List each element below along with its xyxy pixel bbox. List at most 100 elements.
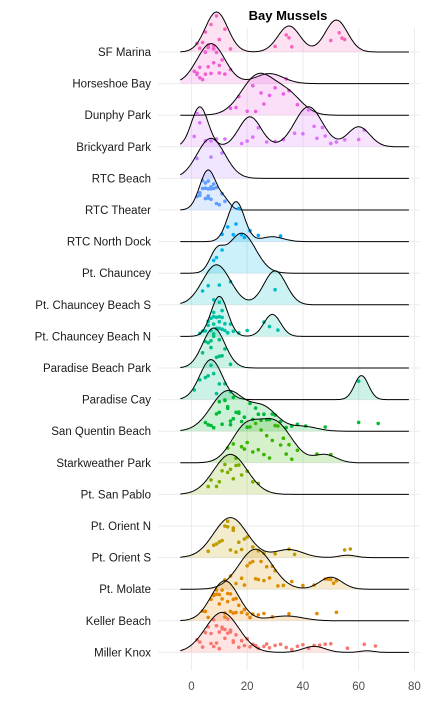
data-point	[251, 559, 255, 564]
data-point	[217, 203, 222, 207]
data-point	[334, 610, 339, 615]
data-point	[211, 543, 216, 547]
data-point	[209, 139, 213, 143]
data-point	[220, 422, 224, 427]
data-point	[223, 615, 227, 619]
data-point	[231, 232, 236, 237]
ridge-outline	[180, 296, 409, 337]
data-point	[211, 332, 216, 336]
data-point	[203, 420, 208, 425]
row-label: RTC Theater	[85, 205, 151, 217]
y-axis-labels: SF Marina Horseshoe Bay Dunphy Park Brickya…	[35, 47, 152, 659]
ridge-fill	[180, 73, 409, 116]
data-point	[206, 341, 210, 345]
data-point	[251, 480, 255, 484]
data-point	[206, 423, 210, 427]
data-point	[217, 300, 222, 305]
data-point	[301, 583, 305, 588]
ridge-outline	[180, 548, 409, 590]
row-label: San Quentin Beach	[51, 426, 151, 438]
data-point	[211, 322, 216, 326]
ridge-outline	[180, 327, 409, 369]
data-point	[211, 310, 216, 315]
data-point	[231, 477, 236, 481]
data-point	[214, 50, 219, 55]
data-point	[206, 323, 210, 328]
data-point	[242, 643, 247, 648]
ridge-outline	[180, 43, 409, 85]
ridge-fill	[180, 233, 409, 274]
data-point	[264, 140, 269, 144]
data-point	[203, 30, 208, 34]
ridge-fill	[180, 580, 409, 621]
data-point	[245, 425, 249, 430]
data-point	[287, 88, 291, 93]
ridge-5	[180, 169, 409, 211]
ridge-fill	[180, 201, 409, 242]
data-point	[315, 611, 319, 616]
data-point	[342, 37, 347, 42]
data-point	[239, 610, 244, 615]
data-point	[273, 287, 277, 292]
data-point	[259, 91, 263, 95]
data-point	[267, 93, 272, 98]
data-point	[220, 597, 224, 601]
ridge-outline	[180, 611, 409, 653]
data-point	[264, 433, 269, 438]
data-point	[270, 412, 275, 416]
data-point	[273, 643, 277, 648]
ridge-12	[180, 389, 409, 432]
data-point	[248, 615, 252, 620]
data-point	[234, 550, 238, 554]
data-point	[334, 140, 339, 144]
data-point	[281, 436, 286, 441]
ridge-fill	[180, 264, 409, 305]
data-point	[200, 186, 205, 191]
ridge-7	[180, 232, 409, 274]
row-label: Pt. Chauncey	[82, 268, 151, 280]
data-point	[256, 577, 261, 582]
data-point	[245, 139, 249, 143]
data-point	[220, 354, 224, 358]
data-point	[198, 76, 202, 80]
data-point	[214, 255, 219, 260]
data-point	[228, 47, 233, 51]
ridge-18	[180, 580, 409, 622]
ridge-fill	[180, 612, 409, 653]
data-point	[217, 592, 222, 597]
data-point	[242, 415, 247, 420]
data-point	[211, 371, 216, 376]
data-point	[273, 86, 277, 90]
data-point	[211, 186, 216, 191]
data-point	[200, 77, 205, 82]
row-label: Pt. Orient N	[91, 521, 151, 533]
data-point	[242, 447, 247, 451]
data-point	[256, 233, 261, 238]
data-point	[264, 642, 269, 646]
data-point	[203, 50, 208, 54]
ridge-outline	[180, 72, 409, 116]
ridge-fill	[180, 169, 409, 210]
data-point	[228, 422, 233, 427]
data-point	[206, 65, 210, 69]
data-point	[228, 548, 233, 552]
ridge-fill	[180, 359, 409, 400]
data-point	[206, 45, 210, 50]
data-point	[356, 379, 361, 384]
ridge-outline	[180, 389, 409, 432]
data-point	[231, 442, 236, 446]
ridge-outline	[179, 106, 409, 148]
row-label: Miller Knox	[94, 647, 151, 659]
data-point	[281, 583, 286, 588]
data-point	[214, 542, 219, 546]
data-point	[225, 631, 230, 635]
data-point	[273, 44, 277, 49]
data-point	[262, 551, 266, 555]
data-point	[356, 420, 361, 425]
data-point	[356, 137, 361, 142]
ridge-10	[180, 327, 409, 369]
data-point	[200, 351, 205, 355]
data-point	[209, 155, 213, 159]
data-point	[214, 14, 219, 18]
ridge-19	[180, 611, 409, 653]
